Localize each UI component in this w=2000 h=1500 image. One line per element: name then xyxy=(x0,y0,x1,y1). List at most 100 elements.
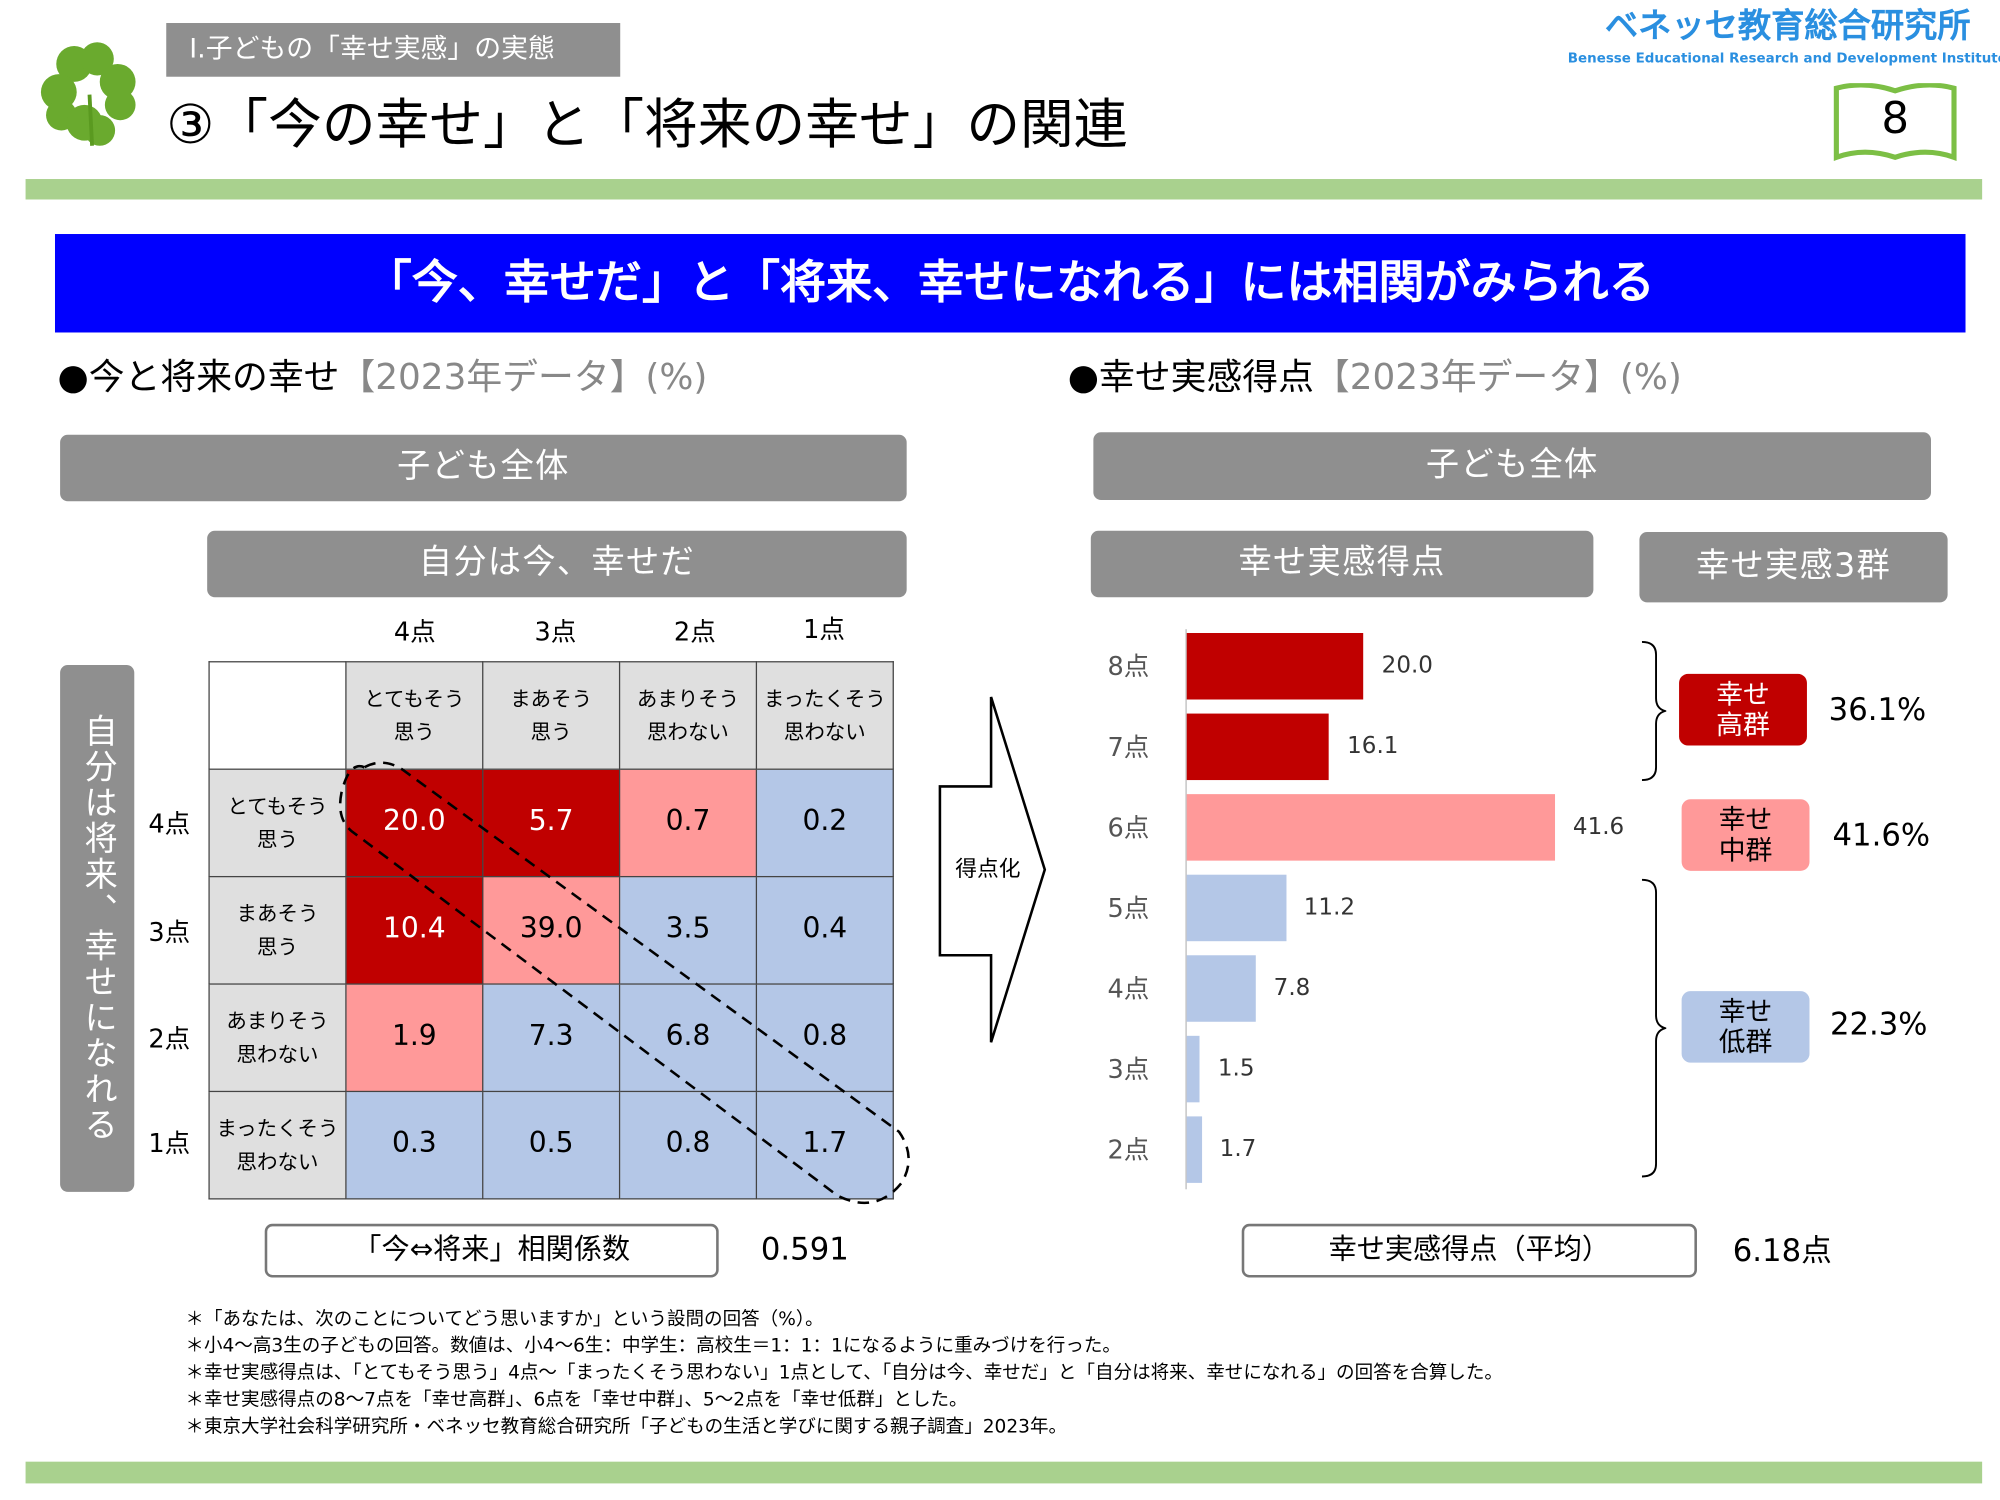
bar-category-label: 8点 xyxy=(1107,650,1150,682)
bracket-low xyxy=(1641,878,1667,1178)
left-heading-title: ●今と将来の幸せ xyxy=(57,355,340,398)
col-score: 1点 xyxy=(803,613,845,645)
row-score: 4点 xyxy=(148,808,191,839)
top-divider xyxy=(25,179,1983,200)
group-pct-mid: 41.6% xyxy=(1832,817,1931,853)
footnote: ＊「あなたは、次のことについてどう思いますか」という設問の回答（%）。 xyxy=(185,1309,824,1330)
left-heading: ●今と将来の幸せ【2023年データ】(%) xyxy=(58,356,708,399)
score-header: 幸せ実感得点 xyxy=(1090,530,1594,598)
table-row: まあそう 思う 10.4 39.0 3.5 0.4 xyxy=(208,875,894,985)
average-value: 6.18点 xyxy=(1732,1232,1832,1269)
col-score: 4点 xyxy=(393,616,436,648)
bar xyxy=(1186,1035,1200,1103)
matrix-cell: 0.2 xyxy=(755,768,894,878)
group-pct-low: 22.3% xyxy=(1829,1006,1928,1043)
row-score: 2点 xyxy=(148,1023,191,1054)
bar-category-label: 5点 xyxy=(1107,892,1150,924)
page-title: ③「今の幸せ」と「将来の幸せ」の関連 xyxy=(166,93,1128,157)
matrix-cell: 7.3 xyxy=(482,983,621,1093)
crosstab-matrix: とてもそう 思う まあそう 思う あまりそう 思わない まったくそう 思わない とてもそ… xyxy=(208,661,894,1200)
bar-value-label: 16.1 xyxy=(1347,732,1399,760)
bar xyxy=(1186,955,1256,1022)
table-row: とてもそう 思う 20.0 5.7 0.7 0.2 xyxy=(208,768,894,878)
page-number: 8 xyxy=(1881,93,1910,145)
logo-en: Benesse Educational Research and Develop… xyxy=(1567,51,2000,67)
footnote: ＊幸せ実感得点は、「とてもそう思う」4点～「まったくそう思わない」1点として、「… xyxy=(185,1363,1503,1384)
bar-category-label: 6点 xyxy=(1107,812,1150,843)
matrix-cell: 0.8 xyxy=(618,1090,758,1200)
bar-category-label: 3点 xyxy=(1107,1053,1150,1085)
row-header: まったくそう 思わない xyxy=(208,1090,347,1200)
left-group-label: 子ども全体 xyxy=(60,434,907,502)
group-badge-mid: 幸せ 中群 xyxy=(1681,799,1810,871)
group-badge-high: 幸せ 高群 xyxy=(1679,673,1807,746)
row-header: とてもそう 思う xyxy=(208,768,347,878)
right-heading-sub: 【2023年データ】(%) xyxy=(1313,355,1682,398)
groups-header: 幸せ実感3群 xyxy=(1639,531,1948,603)
bar-category-label: 4点 xyxy=(1107,973,1150,1004)
row-axis-label: 自分は将来、幸せになれる xyxy=(60,664,135,1192)
row-header: まあそう 思う xyxy=(208,875,347,985)
matrix-cell: 20.0 xyxy=(345,768,484,878)
chart-axis-line xyxy=(1185,629,1187,1190)
table-row: まったくそう 思わない 0.3 0.5 0.8 1.7 xyxy=(208,1090,894,1200)
right-arrow-icon xyxy=(938,696,1047,1043)
matrix-cell: 1.7 xyxy=(755,1090,894,1200)
matrix-cell: 0.7 xyxy=(618,768,758,878)
bracket-high xyxy=(1641,640,1667,782)
bar-category-label: 2点 xyxy=(1107,1134,1150,1165)
bar-value-label: 11.2 xyxy=(1303,893,1356,921)
matrix-cell: 1.9 xyxy=(345,983,484,1093)
row-header: あまりそう 思わない xyxy=(208,983,347,1093)
footnote: ＊小4～高3生の子どもの回答。数値は、小4～6生：中学生：高校生＝1：1：1にな… xyxy=(185,1336,1121,1357)
row-score: 3点 xyxy=(148,916,191,948)
bar xyxy=(1186,874,1286,942)
col-axis-label: 自分は今、幸せだ xyxy=(207,530,907,598)
bar-value-label: 7.8 xyxy=(1273,974,1311,1002)
matrix-cell: 3.5 xyxy=(618,875,758,985)
bar-value-label: 1.5 xyxy=(1217,1055,1255,1082)
col-score: 2点 xyxy=(673,616,716,648)
matrix-cell: 0.3 xyxy=(345,1090,484,1200)
footnote: ＊東京大学社会科学研究所・ベネッセ教育総合研究所「子どもの生活と学びに関する親子… xyxy=(185,1416,1068,1438)
clover-icon xyxy=(40,42,136,146)
table-row: あまりそう 思わない 1.9 7.3 6.8 0.8 xyxy=(208,983,894,1093)
right-heading: ●幸せ実感得点【2023年データ】(%) xyxy=(1068,356,1682,399)
book-icon xyxy=(1833,83,1957,161)
col-header: あまりそう 思わない xyxy=(618,661,758,770)
group-pct-high: 36.1% xyxy=(1828,691,1927,728)
arrow-label: 得点化 xyxy=(955,856,1021,883)
bar-value-label: 1.7 xyxy=(1219,1135,1257,1163)
matrix-cell: 6.8 xyxy=(618,983,758,1093)
bar xyxy=(1186,713,1330,781)
row-score: 1点 xyxy=(148,1127,191,1159)
section-label: Ⅰ.子どもの「幸せ実感」の実態 xyxy=(166,23,621,77)
bar xyxy=(1186,1116,1202,1183)
right-heading-title: ●幸せ実感得点 xyxy=(1067,355,1314,398)
average-label: 幸せ実感得点（平均） xyxy=(1241,1223,1697,1278)
page-number-book: 8 xyxy=(1833,83,1958,162)
matrix-cell: 39.0 xyxy=(482,875,621,985)
matrix-cell: 10.4 xyxy=(345,875,484,985)
group-badge-low: 幸せ 低群 xyxy=(1681,991,1810,1063)
matrix-cell: 0.8 xyxy=(755,983,894,1093)
col-header: まったくそう 思わない xyxy=(755,661,894,770)
footnotes: ＊「あなたは、次のことについてどう思いますか」という設問の回答（%）。 ＊小4～… xyxy=(185,1307,1503,1441)
bar-value-label: 20.0 xyxy=(1381,652,1433,680)
bar xyxy=(1186,794,1556,861)
col-header: とてもそう 思う xyxy=(345,661,484,770)
matrix-cell: 0.5 xyxy=(482,1090,621,1200)
col-score: 3点 xyxy=(534,616,577,648)
left-heading-sub: 【2023年データ】(%) xyxy=(339,355,708,398)
bar-value-label: 41.6 xyxy=(1572,813,1625,841)
logo-jp: ベネッセ教育総合研究所 xyxy=(1604,7,1971,47)
bottom-divider xyxy=(25,1461,1983,1484)
matrix-cell: 0.4 xyxy=(755,875,894,985)
bar xyxy=(1186,633,1364,700)
header-row: とてもそう 思う まあそう 思う あまりそう 思わない まったくそう 思わない xyxy=(208,661,894,770)
correlation-label: 「今⇔将来」相関係数 xyxy=(264,1223,719,1278)
col-header: まあそう 思う xyxy=(482,661,621,770)
right-group-label: 子ども全体 xyxy=(1093,432,1931,501)
matrix-cell: 5.7 xyxy=(482,768,621,878)
footnote: ＊幸せ実感得点の8～7点を「幸せ高群」、6点を「幸せ中群」、5～2点を「幸せ低群… xyxy=(185,1390,968,1411)
